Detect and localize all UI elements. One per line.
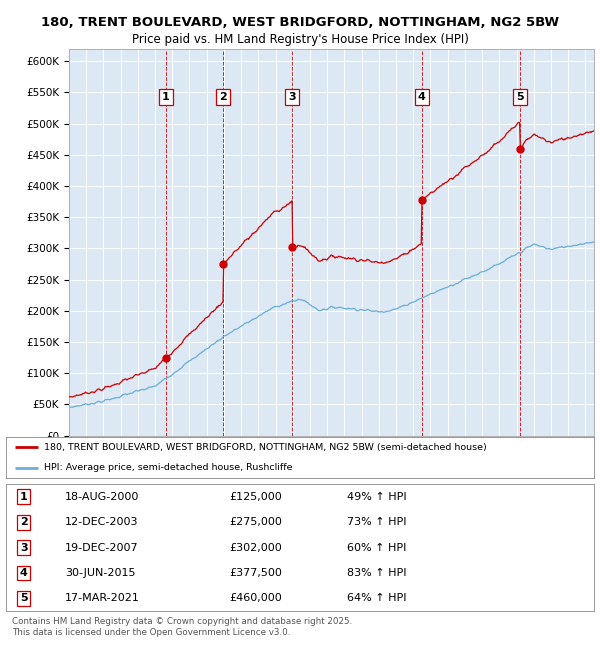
Text: £125,000: £125,000	[229, 492, 282, 502]
Text: 180, TRENT BOULEVARD, WEST BRIDGFORD, NOTTINGHAM, NG2 5BW: 180, TRENT BOULEVARD, WEST BRIDGFORD, NO…	[41, 16, 559, 29]
Text: 5: 5	[20, 593, 28, 603]
Text: 30-JUN-2015: 30-JUN-2015	[65, 568, 136, 578]
Text: £377,500: £377,500	[229, 568, 283, 578]
Text: 73% ↑ HPI: 73% ↑ HPI	[347, 517, 407, 527]
Text: £460,000: £460,000	[229, 593, 282, 603]
Text: 3: 3	[289, 92, 296, 102]
Text: 5: 5	[517, 92, 524, 102]
Text: 64% ↑ HPI: 64% ↑ HPI	[347, 593, 407, 603]
Text: Price paid vs. HM Land Registry's House Price Index (HPI): Price paid vs. HM Land Registry's House …	[131, 32, 469, 46]
Text: 18-AUG-2000: 18-AUG-2000	[65, 492, 139, 502]
Text: 12-DEC-2003: 12-DEC-2003	[65, 517, 139, 527]
Text: 4: 4	[418, 92, 426, 102]
Text: HPI: Average price, semi-detached house, Rushcliffe: HPI: Average price, semi-detached house,…	[44, 463, 293, 472]
Text: 180, TRENT BOULEVARD, WEST BRIDGFORD, NOTTINGHAM, NG2 5BW (semi-detached house): 180, TRENT BOULEVARD, WEST BRIDGFORD, NO…	[44, 443, 487, 452]
Text: 60% ↑ HPI: 60% ↑ HPI	[347, 543, 406, 552]
Text: 49% ↑ HPI: 49% ↑ HPI	[347, 492, 407, 502]
Text: 2: 2	[20, 517, 28, 527]
Text: 83% ↑ HPI: 83% ↑ HPI	[347, 568, 407, 578]
Text: £302,000: £302,000	[229, 543, 282, 552]
Text: 4: 4	[20, 568, 28, 578]
Text: 1: 1	[20, 492, 28, 502]
Text: 17-MAR-2021: 17-MAR-2021	[65, 593, 140, 603]
Text: Contains HM Land Registry data © Crown copyright and database right 2025.
This d: Contains HM Land Registry data © Crown c…	[12, 618, 352, 637]
Text: 3: 3	[20, 543, 28, 552]
Text: 1: 1	[162, 92, 170, 102]
Text: £275,000: £275,000	[229, 517, 283, 527]
Text: 2: 2	[219, 92, 227, 102]
Text: 19-DEC-2007: 19-DEC-2007	[65, 543, 139, 552]
